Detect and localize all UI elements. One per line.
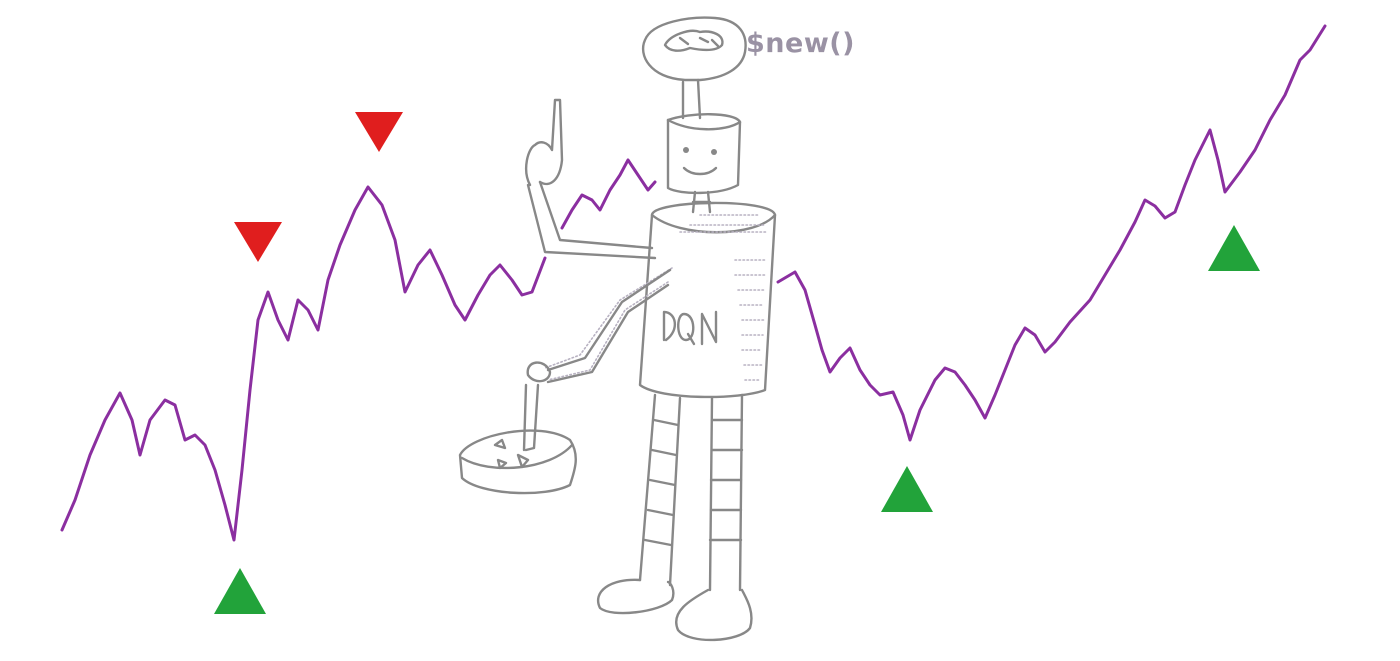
robot-smile [682, 166, 718, 176]
robot-lower-arm [544, 267, 673, 381]
pie-plate-inner [460, 443, 574, 470]
robot-foot-left [597, 578, 675, 615]
robot-leg-left [638, 393, 682, 587]
robot-body-rim [650, 213, 777, 234]
robot-body-shading [679, 214, 769, 381]
sell-marker-2 [355, 112, 403, 152]
thought-bubble [641, 16, 747, 82]
pie-plate [458, 429, 577, 495]
robot-body-letters [662, 310, 718, 346]
buy-marker-3 [1208, 225, 1260, 271]
robot-eye-right [711, 149, 717, 155]
robot-leg-right-bands [708, 418, 744, 542]
price-line-right [776, 24, 1327, 442]
robot-foot-right [675, 588, 753, 642]
robot-figure [458, 16, 777, 642]
robot-head [666, 113, 742, 195]
thought-scribble [663, 29, 724, 52]
robot-lower-arm-outline [546, 268, 672, 384]
buy-marker-1 [214, 568, 266, 614]
robot-head-top [666, 118, 742, 131]
robot-eye-left [683, 147, 689, 153]
robot-raised-hand [525, 98, 564, 187]
pie-topping [493, 438, 530, 470]
robot-body [638, 201, 777, 399]
buy-marker-2 [881, 466, 933, 512]
head-stalk [681, 78, 702, 120]
robot-thought-label: $new() [746, 28, 855, 59]
price-line-middle [560, 158, 657, 230]
knife-blade [522, 383, 540, 452]
robot-raised-arm [526, 180, 657, 260]
robot-leg-right [708, 393, 744, 592]
robot-knife-hand [526, 361, 552, 383]
robot-leg-left-bands [643, 418, 680, 547]
sell-marker-1 [234, 222, 282, 262]
price-line-left [60, 185, 547, 542]
